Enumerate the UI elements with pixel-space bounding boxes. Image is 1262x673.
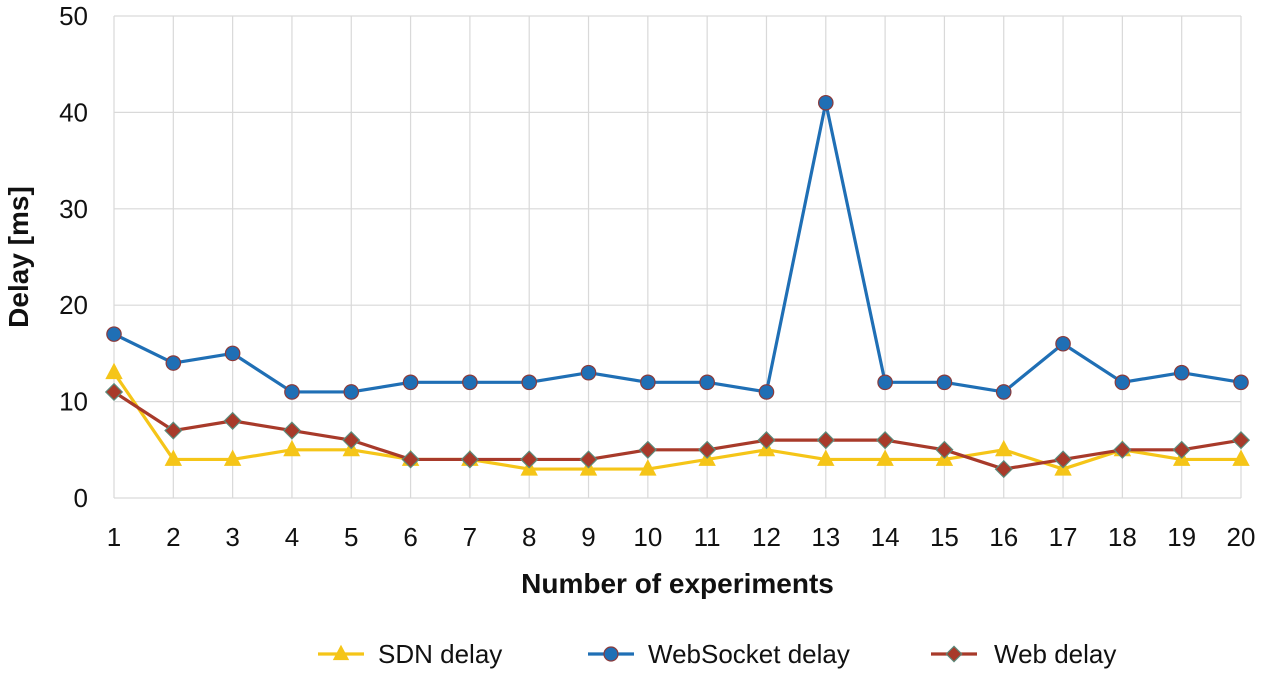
data-point bbox=[1114, 374, 1131, 391]
legend-label: Web delay bbox=[994, 639, 1116, 669]
x-axis-title: Number of experiments bbox=[521, 568, 834, 599]
y-tick-label: 10 bbox=[59, 387, 88, 417]
x-tick-label: 11 bbox=[694, 522, 721, 552]
data-point bbox=[579, 450, 598, 469]
legend: SDN delay WebSocket delay Web delay bbox=[318, 639, 1116, 669]
legend-label: SDN delay bbox=[378, 639, 502, 669]
y-tick-label: 40 bbox=[59, 97, 88, 127]
data-point bbox=[401, 450, 420, 469]
x-tick-label: 14 bbox=[871, 522, 900, 552]
x-tick-label: 3 bbox=[225, 522, 239, 552]
data-point bbox=[935, 440, 954, 459]
x-tick-label: 15 bbox=[930, 522, 959, 552]
data-point bbox=[638, 440, 657, 459]
data-point bbox=[1053, 450, 1073, 469]
data-point bbox=[1113, 440, 1132, 459]
data-point bbox=[282, 421, 302, 440]
data-point bbox=[223, 411, 242, 430]
x-tick-label: 12 bbox=[752, 522, 781, 552]
x-tick-label: 2 bbox=[166, 522, 180, 552]
data-point bbox=[995, 384, 1012, 400]
data-point bbox=[104, 382, 124, 402]
data-point bbox=[521, 374, 538, 391]
data-point bbox=[283, 439, 301, 457]
data-point bbox=[640, 374, 656, 391]
y-tick-label: 30 bbox=[59, 194, 88, 224]
data-point bbox=[698, 440, 717, 459]
legend-item: Web delay bbox=[931, 639, 1116, 669]
data-point bbox=[224, 345, 241, 362]
y-axis-title: Delay [ms] bbox=[3, 186, 34, 328]
x-tick-label: 6 bbox=[403, 522, 417, 552]
x-tick-label: 17 bbox=[1049, 522, 1078, 552]
x-tick-label: 19 bbox=[1167, 522, 1196, 552]
data-point bbox=[342, 431, 361, 450]
grid-lines bbox=[113, 15, 1242, 499]
data-point bbox=[1172, 440, 1191, 459]
x-tick-label: 4 bbox=[285, 522, 299, 552]
data-point bbox=[816, 431, 835, 450]
data-point bbox=[994, 459, 1013, 479]
series-line bbox=[113, 101, 1242, 394]
data-point bbox=[580, 364, 597, 381]
data-point bbox=[164, 449, 183, 466]
data-point bbox=[520, 450, 539, 469]
data-point bbox=[1055, 335, 1071, 352]
x-tick-label: 1 bbox=[107, 522, 121, 552]
series-web-delay bbox=[104, 382, 1251, 479]
data-point bbox=[164, 421, 183, 440]
data-point bbox=[462, 374, 478, 391]
x-tick-label: 13 bbox=[811, 522, 840, 552]
data-point bbox=[1173, 364, 1190, 381]
data-point bbox=[106, 326, 122, 342]
data-point bbox=[332, 644, 350, 661]
series-line bbox=[112, 371, 1241, 471]
series-line bbox=[113, 390, 1242, 471]
x-tick-label: 10 bbox=[633, 522, 662, 552]
series-group bbox=[104, 94, 1251, 479]
y-tick-label: 50 bbox=[59, 1, 88, 31]
data-point bbox=[639, 459, 657, 476]
data-point bbox=[165, 355, 182, 371]
legend-label: WebSocket delay bbox=[648, 639, 850, 669]
x-tick-label: 9 bbox=[581, 522, 595, 552]
series-websocket-delay bbox=[106, 94, 1249, 400]
data-point bbox=[995, 439, 1013, 457]
data-point bbox=[1231, 431, 1251, 450]
x-tick-label: 5 bbox=[344, 522, 358, 552]
data-point bbox=[936, 374, 953, 391]
x-tick-label: 20 bbox=[1227, 522, 1256, 552]
data-point bbox=[223, 449, 242, 466]
x-tick-label: 8 bbox=[522, 522, 536, 552]
y-tick-label: 20 bbox=[59, 290, 88, 320]
y-tick-label: 0 bbox=[74, 483, 88, 513]
data-point bbox=[758, 384, 775, 400]
data-point bbox=[343, 384, 360, 400]
data-point bbox=[817, 449, 835, 466]
data-point bbox=[1233, 374, 1249, 391]
data-point bbox=[945, 645, 963, 663]
data-point bbox=[699, 374, 715, 391]
data-point bbox=[1232, 449, 1250, 466]
data-point bbox=[402, 374, 419, 391]
legend-item: WebSocket delay bbox=[588, 639, 850, 669]
data-point bbox=[876, 449, 894, 466]
x-tick-label: 18 bbox=[1108, 522, 1137, 552]
data-point bbox=[105, 362, 123, 380]
data-point bbox=[876, 431, 895, 450]
x-tick-label: 16 bbox=[989, 522, 1018, 552]
data-point bbox=[284, 384, 300, 400]
x-tick-label: 7 bbox=[463, 522, 477, 552]
legend-item: SDN delay bbox=[318, 639, 502, 669]
data-point bbox=[460, 450, 479, 469]
data-point bbox=[757, 431, 776, 450]
data-point bbox=[817, 94, 834, 111]
data-point bbox=[603, 646, 619, 662]
data-point bbox=[877, 374, 893, 391]
